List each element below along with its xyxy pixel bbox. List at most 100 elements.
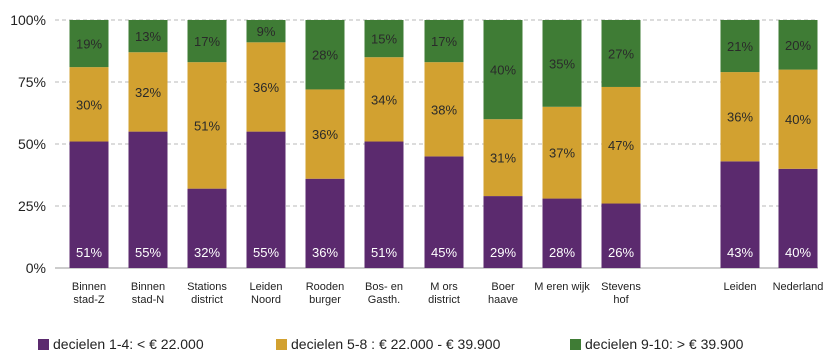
data-label: 51% (371, 245, 397, 260)
data-label: 37% (549, 146, 575, 161)
y-tick-label: 25% (18, 198, 46, 214)
legend-item-deciles-5-8: decielen 5-8 : € 22.000 - € 39.900 (276, 336, 500, 352)
data-label: 45% (431, 245, 457, 260)
bar-segment (483, 196, 523, 268)
bars: 51% 30% 19% 55% 32% 13% 32% 51% 17% 55% 36% 9% 36% 36… (69, 20, 818, 268)
bar-segment (720, 161, 760, 268)
y-tick-label: 100% (10, 12, 46, 28)
legend-swatch-purple (38, 338, 49, 350)
bar-segment (364, 20, 404, 58)
category-label: burger (309, 294, 341, 306)
bar-segment (69, 67, 109, 142)
data-label: 32% (194, 245, 220, 260)
y-tick-labels: 0% 25% 50% 75% 100% (10, 12, 46, 276)
data-label: 36% (312, 245, 338, 260)
bar-segment (187, 20, 227, 63)
legend-item-deciles-9-10: decielen 9-10: > € 39.900 (570, 336, 743, 352)
category-label: Boer (491, 281, 515, 293)
bar-segment (601, 203, 641, 268)
bar-segment (305, 89, 345, 179)
category-label: stad-N (132, 294, 164, 306)
bar-segment (601, 20, 641, 87)
data-label: 40% (785, 245, 811, 260)
y-tick-label: 0% (26, 260, 46, 276)
bar-segment (542, 20, 582, 107)
bar-segment (69, 141, 109, 268)
category-label: haave (488, 294, 518, 306)
data-label: 17% (431, 34, 457, 49)
data-label: 20% (785, 38, 811, 53)
data-label: 38% (431, 102, 457, 117)
data-label: 30% (76, 97, 102, 112)
bar-segment (720, 72, 760, 162)
category-labels: Binnenstad-ZBinnenstad-NStationsdistrict… (72, 281, 823, 306)
bar-segment (778, 20, 818, 70)
category-label: Gasth. (368, 294, 400, 306)
data-label: 55% (253, 245, 279, 260)
bar-segment (187, 188, 227, 268)
bar-segment (69, 20, 109, 68)
category-label: Nederland (773, 281, 823, 293)
data-label: 36% (727, 110, 753, 125)
data-label: 28% (549, 245, 575, 260)
data-label: 40% (490, 63, 516, 78)
bar-segment (364, 57, 404, 142)
data-label: 9% (257, 24, 276, 39)
category-label: M ors (430, 281, 458, 293)
bar-segment (424, 156, 464, 268)
bar-segment (483, 20, 523, 120)
legend: decielen 1-4: < € 22.000 decielen 5-8 : … (0, 336, 823, 356)
category-label: stad-Z (73, 294, 104, 306)
bar-segment (483, 119, 523, 197)
category-label: Noord (251, 294, 281, 306)
bar-segment (542, 198, 582, 268)
data-label: 40% (785, 112, 811, 127)
data-label: 27% (608, 46, 634, 61)
legend-label: decielen 9-10: > € 39.900 (585, 336, 744, 352)
data-label: 15% (371, 32, 397, 47)
data-label: 36% (253, 80, 279, 95)
bar-segment (246, 42, 286, 132)
data-label: 51% (194, 118, 220, 133)
bar-segment (246, 131, 286, 268)
bar-segment (364, 141, 404, 268)
category-label: Rooden (306, 281, 345, 293)
category-label: district (191, 294, 223, 306)
bar-segment (542, 106, 582, 199)
legend-swatch-gold (276, 338, 287, 350)
y-tick-label: 75% (18, 74, 46, 90)
bar-segment (424, 62, 464, 157)
bar-segment (720, 20, 760, 73)
category-label: hof (613, 294, 629, 306)
bar-segment (246, 20, 286, 43)
data-label: 55% (135, 245, 161, 260)
data-label: 47% (608, 138, 634, 153)
legend-item-deciles-1-4: decielen 1-4: < € 22.000 (38, 336, 204, 352)
category-label: district (428, 294, 460, 306)
category-label: Stations (187, 281, 227, 293)
category-label: Binnen (72, 281, 106, 293)
bar-segment (128, 20, 168, 53)
y-tick-label: 50% (18, 136, 46, 152)
bar-segment (601, 86, 641, 204)
data-label: 29% (490, 245, 516, 260)
data-label: 31% (490, 151, 516, 166)
category-label: Leiden (723, 281, 756, 293)
category-label: Binnen (131, 281, 165, 293)
legend-swatch-green (570, 338, 581, 350)
bar-segment (305, 178, 345, 268)
data-label: 35% (549, 56, 575, 71)
bar-segment (305, 20, 345, 90)
category-label: Leiden (249, 281, 282, 293)
legend-label: decielen 5-8 : € 22.000 - € 39.900 (291, 336, 501, 352)
data-label: 21% (727, 39, 753, 54)
bar-segment (424, 20, 464, 63)
category-label: M eren wijk (534, 281, 590, 293)
data-label: 13% (135, 29, 161, 44)
data-label: 28% (312, 48, 338, 63)
bar-segment (187, 62, 227, 189)
data-label: 51% (76, 245, 102, 260)
data-label: 17% (194, 34, 220, 49)
bar-segment (778, 69, 818, 169)
